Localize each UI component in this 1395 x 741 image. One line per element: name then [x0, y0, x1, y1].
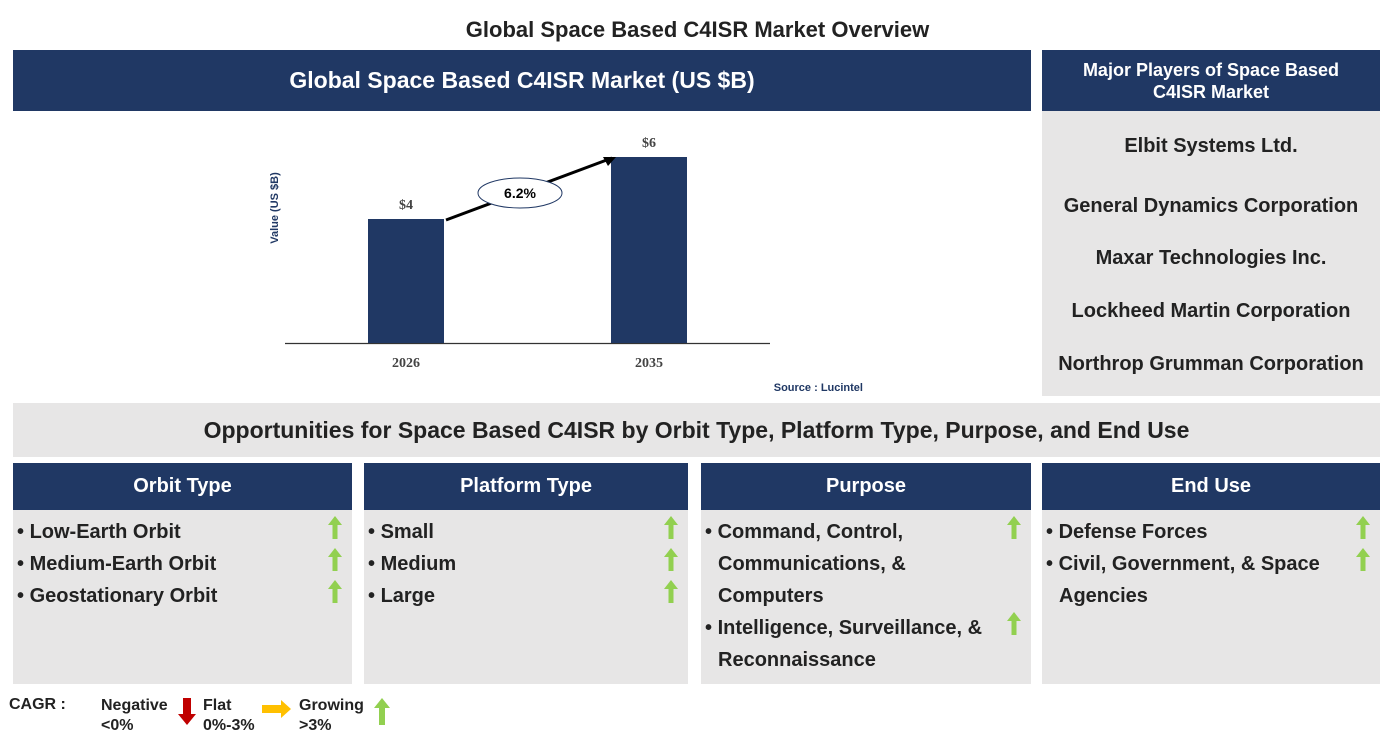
y-axis-label: Value (US $B) [269, 172, 281, 244]
list-item: • Medium [368, 548, 688, 580]
player-item: Lockheed Martin Corporation [1071, 300, 1351, 322]
list-item: • Intelligence, Surveillance, & Reconnai… [705, 612, 1031, 676]
list-item: • Large [368, 580, 688, 612]
legend-flat-range: 0%-3% [203, 717, 255, 734]
list-item-label: • Medium-Earth Orbit [17, 553, 217, 575]
column-body: • Small • Medium • Large [364, 510, 688, 684]
legend-negative: Negative <0% [101, 696, 168, 736]
list-item-label: • Large [368, 585, 436, 607]
bar-chart: Value (US $B) $4 2026 $6 2035 6.2% Source :… [269, 136, 863, 394]
list-item: • Civil, Government, & Space Agencies [1046, 548, 1380, 612]
up-arrow-icon [664, 516, 678, 548]
up-arrow-icon [1007, 612, 1021, 676]
column-header: Orbit Type [13, 463, 352, 510]
source-label: Source : Lucintel [774, 382, 863, 394]
list-item-label: • Command, Control, Communications, & Co… [705, 521, 906, 607]
list-item: • Defense Forces [1046, 516, 1380, 548]
right-arrow-icon [262, 700, 291, 718]
up-arrow-icon [664, 548, 678, 580]
up-arrow-icon [1356, 548, 1370, 612]
up-arrow-icon [328, 516, 342, 548]
up-arrow-icon [1356, 516, 1370, 548]
cagr-bubble [477, 177, 563, 209]
player-item: Maxar Technologies Inc. [1095, 247, 1327, 269]
legend-label: CAGR : [9, 696, 66, 713]
data-label: $6 [642, 136, 656, 151]
column-header: Platform Type [364, 463, 688, 510]
down-arrow-icon [178, 698, 196, 725]
page-title: Global Space Based C4ISR Market Overview [465, 17, 930, 42]
up-arrow-icon [664, 580, 678, 612]
chart-header: Global Space Based C4ISR Market (US $B) [13, 50, 1031, 111]
column-header: Purpose [701, 463, 1031, 510]
list-item: • Medium-Earth Orbit [17, 548, 352, 580]
legend-growing-range: >3% [299, 717, 332, 734]
players-header: Major Players of Space Based C4ISR Marke… [1042, 50, 1380, 111]
list-item: • Geostationary Orbit [17, 580, 352, 612]
column-body: • Command, Control, Communications, & Co… [701, 510, 1031, 684]
legend-flat: Flat 0%-3% [203, 696, 255, 736]
x-tick-label: 2026 [392, 356, 420, 371]
players-list: Elbit Systems Ltd. General Dynamics Corp… [1042, 111, 1380, 396]
list-item: • Command, Control, Communications, & Co… [705, 516, 1031, 612]
cagr-label: 6.2% [504, 185, 536, 201]
legend-flat-label: Flat [203, 697, 232, 714]
legend-negative-range: <0% [101, 717, 134, 734]
bar-2026 [368, 219, 444, 343]
column-header: End Use [1042, 463, 1380, 510]
up-arrow-icon [1007, 516, 1021, 612]
list-item-label: • Defense Forces [1046, 521, 1208, 543]
cagr-arrowhead [603, 157, 616, 166]
bar-2035 [611, 157, 687, 343]
player-item: General Dynamics Corporation [1063, 195, 1359, 217]
legend-negative-label: Negative [101, 697, 168, 714]
column-body: • Defense Forces • Civil, Government, & S… [1042, 510, 1380, 684]
list-item-label: • Geostationary Orbit [17, 585, 218, 607]
up-arrow-icon [374, 698, 390, 725]
player-item: Northrop Grumman Corporation [1058, 353, 1364, 375]
x-tick-label: 2035 [635, 356, 663, 371]
opportunities-header: Opportunities for Space Based C4ISR by O… [13, 403, 1380, 457]
legend-growing: Growing >3% [299, 696, 364, 736]
list-item-label: • Small [368, 521, 434, 543]
list-item-label: • Low-Earth Orbit [17, 521, 181, 543]
column-body: • Low-Earth Orbit • Medium-Earth Orbit • G… [13, 510, 352, 684]
list-item-label: • Medium [368, 553, 457, 575]
data-label: $4 [399, 198, 413, 213]
list-item-label: • Intelligence, Surveillance, & Reconnai… [705, 617, 983, 671]
up-arrow-icon [328, 580, 342, 612]
up-arrow-icon [328, 548, 342, 580]
player-item: Elbit Systems Ltd. [1124, 135, 1298, 157]
legend-growing-label: Growing [299, 697, 364, 714]
list-item: • Small [368, 516, 688, 548]
list-item: • Low-Earth Orbit [17, 516, 352, 548]
list-item-label: • Civil, Government, & Space Agencies [1046, 553, 1320, 607]
